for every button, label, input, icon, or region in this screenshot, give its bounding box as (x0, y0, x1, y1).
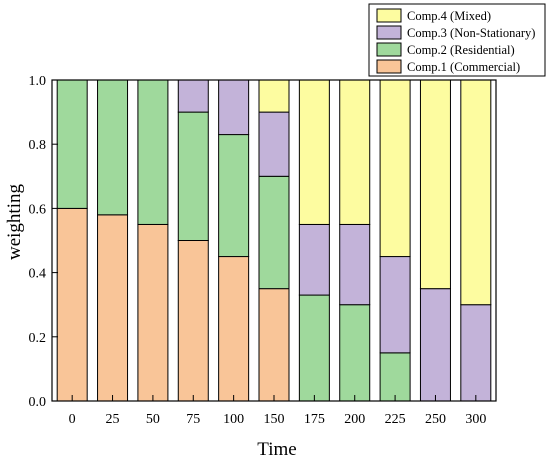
bar-segment-0-comp1 (56, 207, 88, 402)
x-tick-label: 50 (146, 412, 160, 427)
x-tick-label: 225 (385, 412, 406, 427)
bar-segment-225-comp2 (379, 352, 411, 402)
bar-segment-25-comp1 (97, 214, 129, 402)
bar-segment-175-comp2 (298, 294, 330, 402)
bar-segment-175-comp4 (298, 79, 330, 225)
y-tick-label: 0.8 (29, 138, 47, 153)
legend-label-comp2: Comp.2 (Residential) (407, 43, 515, 57)
bar-segment-200-comp2 (339, 304, 371, 402)
x-tick-label: 250 (425, 412, 446, 427)
bars-group (56, 79, 492, 402)
legend-swatch-comp3 (376, 25, 402, 40)
bar-segment-150-comp4 (258, 79, 290, 113)
x-axis-label: Time (257, 439, 296, 460)
legend-swatch-comp4 (376, 8, 402, 23)
legend-label-comp4: Comp.4 (Mixed) (407, 9, 491, 23)
bar-segment-150-comp2 (258, 175, 290, 290)
bar-segment-25-comp2 (97, 79, 129, 216)
bar-segment-0-comp2 (56, 79, 88, 209)
legend-swatch-comp1 (376, 59, 402, 74)
x-tick-label: 25 (106, 412, 120, 427)
y-tick-label: 0.2 (29, 331, 47, 346)
x-tick-label: 300 (465, 412, 486, 427)
bar-segment-300-comp3 (460, 304, 492, 402)
x-tick-label: 75 (186, 412, 200, 427)
legend: Comp.4 (Mixed) Comp.3 (Non-Stationary) Com… (368, 3, 546, 77)
bar-segment-50-comp1 (137, 223, 169, 402)
bar-segment-75-comp2 (177, 111, 209, 241)
bar-segment-175-comp3 (298, 223, 330, 296)
bar-segment-200-comp3 (339, 223, 371, 306)
x-tick-label: 150 (264, 412, 285, 427)
x-tick-label: 100 (223, 412, 244, 427)
bar-segment-225-comp4 (379, 79, 411, 258)
bar-segment-200-comp4 (339, 79, 371, 225)
y-tick-label: 1.0 (29, 74, 47, 89)
bar-segment-150-comp1 (258, 288, 290, 402)
y-axis: 0.0 0.2 0.4 0.6 0.8 1.0 (29, 74, 58, 410)
bar-segment-300-comp4 (460, 79, 492, 306)
y-tick-label: 0.0 (29, 395, 47, 410)
legend-label-comp3: Comp.3 (Non-Stationary) (407, 26, 535, 40)
bar-segment-100-comp1 (218, 256, 250, 402)
bar-segment-100-comp3 (218, 79, 250, 136)
y-axis-label: weighting (4, 184, 25, 260)
bar-segment-100-comp2 (218, 134, 250, 258)
y-tick-label: 0.4 (29, 267, 47, 282)
bar-segment-75-comp1 (177, 240, 209, 402)
legend-swatch-comp2 (376, 42, 402, 57)
x-tick-label: 175 (304, 412, 325, 427)
x-tick-label: 0 (69, 412, 76, 427)
bar-segment-225-comp3 (379, 256, 411, 354)
x-axis: 0 25 50 75 100 150 175 200 225 250 300 (69, 395, 486, 427)
bar-segment-150-comp3 (258, 111, 290, 177)
bar-segment-50-comp2 (137, 79, 169, 225)
bar-segment-250-comp4 (419, 79, 451, 290)
legend-label-comp1: Comp.1 (Commercial) (407, 60, 520, 74)
x-tick-label: 200 (344, 412, 365, 427)
y-tick-label: 0.6 (29, 202, 47, 217)
bar-segment-250-comp3 (419, 288, 451, 402)
bar-segment-75-comp3 (177, 79, 209, 113)
